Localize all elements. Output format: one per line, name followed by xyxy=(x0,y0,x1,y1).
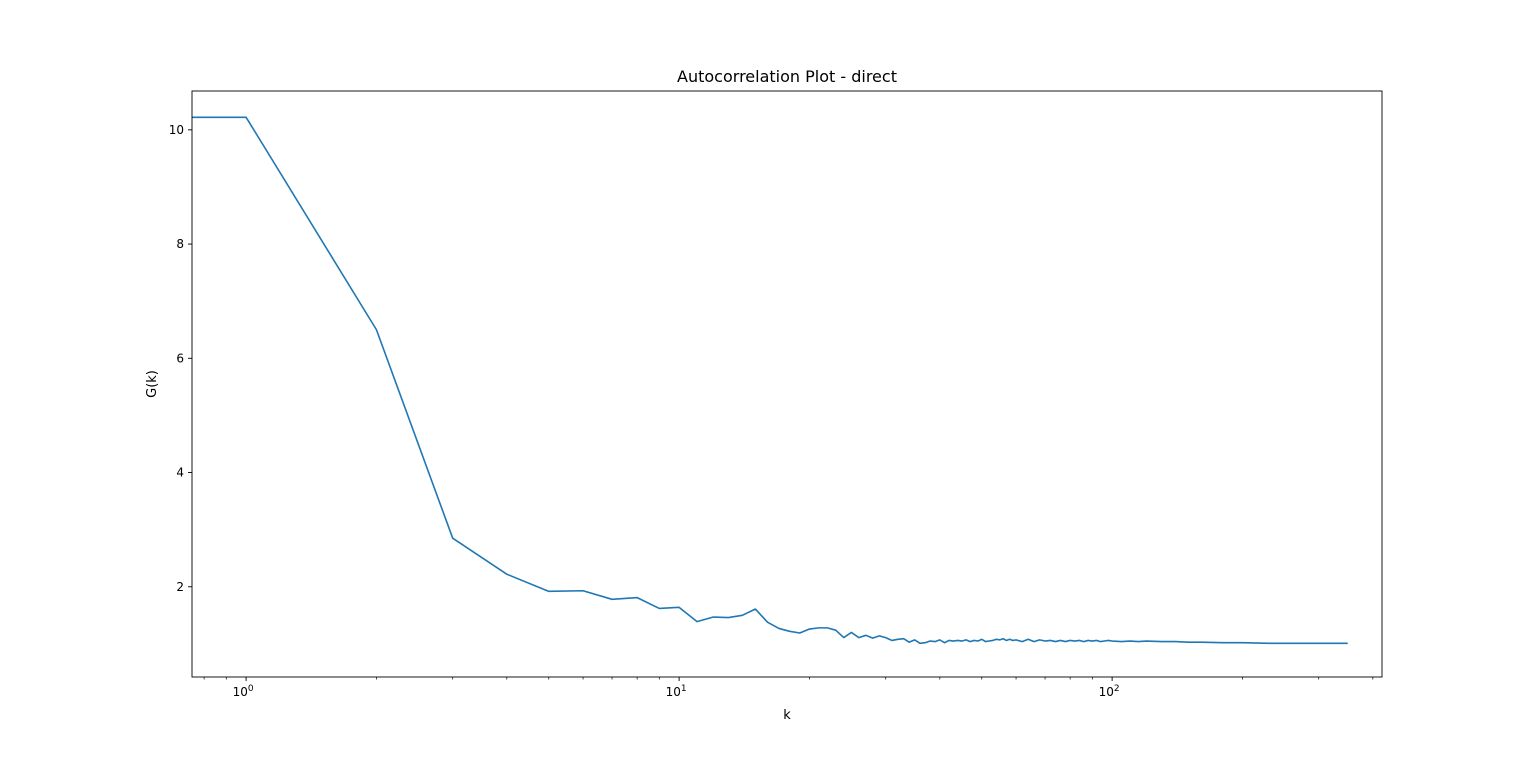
y-tick-label: 2 xyxy=(176,580,184,594)
y-tick-label: 6 xyxy=(176,351,184,365)
x-tick-label: 100 xyxy=(233,684,254,699)
x-tick-label: 101 xyxy=(666,684,687,699)
y-tick-label: 8 xyxy=(176,237,184,251)
y-tick-label: 10 xyxy=(169,123,184,137)
chart-title: Autocorrelation Plot - direct xyxy=(677,67,897,86)
axes-frame xyxy=(191,90,1383,678)
y-tick-label: 4 xyxy=(176,466,184,480)
y-axis-label: G(k) xyxy=(145,370,160,398)
plot-area: 2 4 6 8 10 100 101 102 xyxy=(169,90,1383,699)
x-axis-label: k xyxy=(783,708,791,723)
x-tick-label: 102 xyxy=(1099,684,1120,699)
series-line-0 xyxy=(192,116,1348,645)
